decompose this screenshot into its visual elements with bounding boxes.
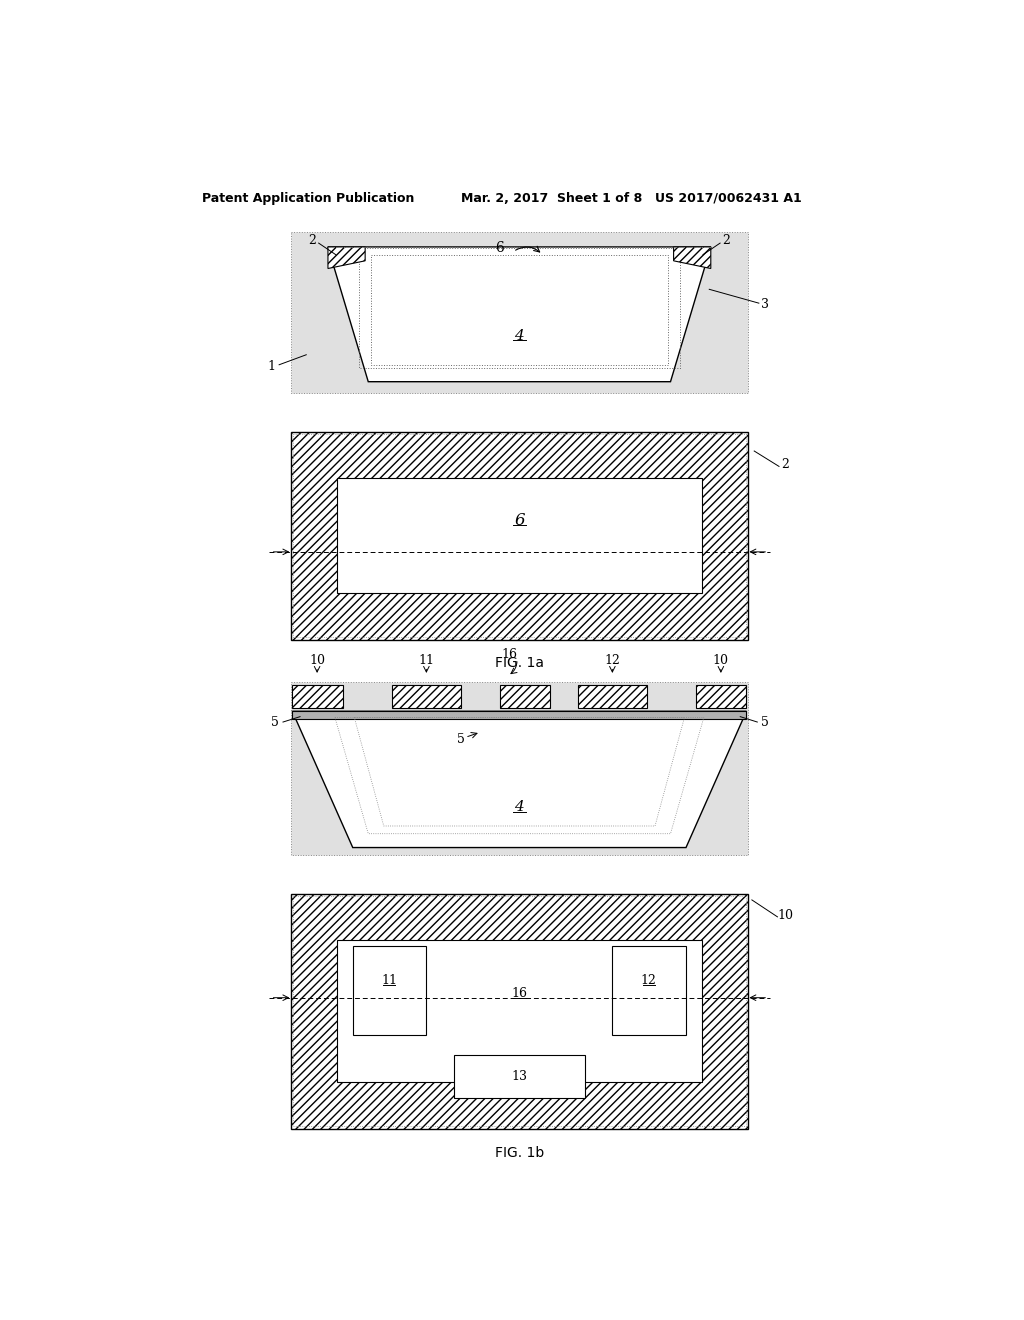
Text: 16: 16 [511, 987, 527, 1001]
Bar [291, 432, 748, 640]
Text: 4: 4 [514, 329, 524, 342]
Bar [293, 434, 745, 638]
Bar [454, 1056, 586, 1098]
Bar [291, 894, 748, 1129]
Text: 6: 6 [496, 242, 505, 256]
Text: 5: 5 [458, 733, 465, 746]
Bar [337, 940, 701, 1082]
Text: FIG. 1b: FIG. 1b [495, 1146, 544, 1160]
Text: 10: 10 [777, 908, 794, 921]
Text: 3: 3 [761, 298, 769, 312]
Bar [337, 478, 701, 594]
Bar [291, 231, 748, 393]
Text: 13: 13 [511, 1069, 527, 1082]
Bar [371, 255, 669, 364]
Text: 1: 1 [267, 360, 275, 372]
Bar [292, 711, 746, 719]
Text: US 2017/0062431 A1: US 2017/0062431 A1 [655, 191, 802, 205]
Text: 4: 4 [514, 800, 524, 813]
Text: 2: 2 [308, 234, 316, 247]
Bar [292, 685, 343, 708]
Text: 2: 2 [722, 234, 730, 247]
Text: 16: 16 [502, 648, 517, 661]
Bar [500, 685, 550, 708]
Text: 11: 11 [419, 653, 434, 667]
Bar [391, 685, 461, 708]
Bar [696, 685, 746, 708]
Bar [293, 896, 745, 1126]
Bar [612, 946, 686, 1035]
Text: 12: 12 [641, 974, 656, 987]
Polygon shape [328, 247, 366, 268]
Text: 2: 2 [781, 458, 790, 471]
Polygon shape [674, 247, 711, 268]
Text: Patent Application Publication: Patent Application Publication [202, 191, 414, 205]
Text: 10: 10 [309, 653, 325, 667]
Polygon shape [328, 247, 711, 381]
Polygon shape [292, 711, 746, 847]
Text: 5: 5 [761, 715, 769, 729]
Bar [359, 248, 680, 368]
Text: Mar. 2, 2017  Sheet 1 of 8: Mar. 2, 2017 Sheet 1 of 8 [461, 191, 642, 205]
Text: 12: 12 [604, 653, 621, 667]
Bar [578, 685, 647, 708]
Bar [291, 682, 748, 855]
Text: 5: 5 [271, 715, 280, 729]
Text: 10: 10 [713, 653, 729, 667]
Text: FIG. 1a: FIG. 1a [495, 656, 544, 669]
Text: 6: 6 [514, 512, 524, 529]
Bar [352, 946, 426, 1035]
Text: 11: 11 [381, 974, 397, 987]
